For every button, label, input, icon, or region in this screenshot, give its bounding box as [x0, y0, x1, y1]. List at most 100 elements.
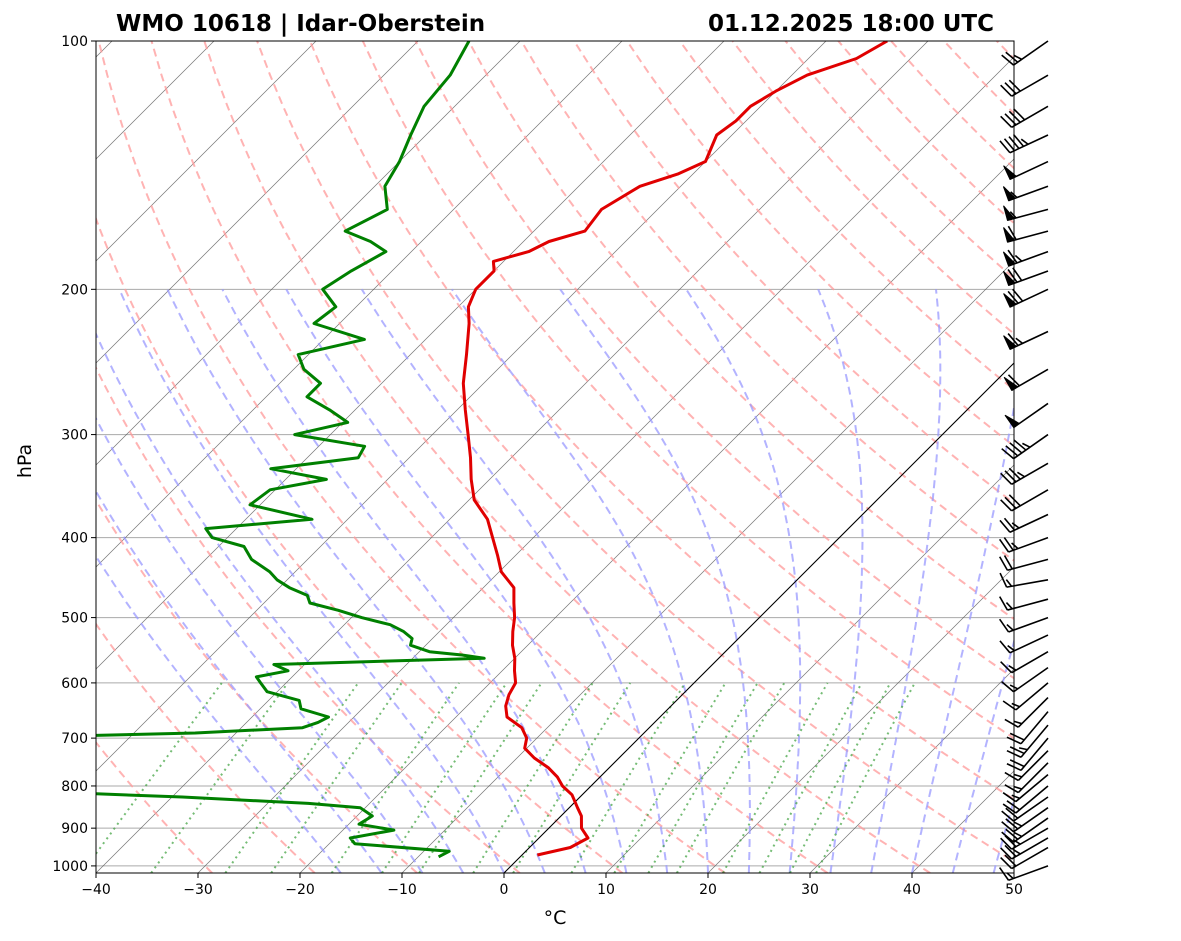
wind-barb-feather [1008, 665, 1017, 671]
wind-barb [1000, 489, 1049, 512]
isotherm-line [605, 464, 1014, 873]
wind-barb-staff [1015, 773, 1049, 803]
wind-barb-pennant [1003, 227, 1016, 243]
x-tick-label: 40 [903, 882, 921, 898]
wind-barb-staff [1009, 513, 1049, 533]
wind-barb-feather [1003, 517, 1016, 531]
wind-barb-feather [1000, 84, 1013, 97]
wind-barb [1002, 785, 1049, 814]
isotherm-line [299, 158, 1014, 873]
wind-barb-feather [1012, 133, 1025, 147]
dry-adiabat-line [203, 41, 931, 873]
dry-adiabat-lines [96, 41, 1014, 873]
wind-barb [1004, 696, 1049, 728]
wind-barb-staff [1011, 651, 1049, 674]
wind-barb-feather [1004, 470, 1017, 483]
x-tick-label: 50 [1005, 882, 1023, 898]
wind-barb-feather [1008, 467, 1021, 480]
wind-barb-pennant [1003, 293, 1018, 308]
wind-barb [1001, 817, 1049, 843]
dry-adiabat-line [626, 41, 1014, 448]
wind-barb-feather [1003, 537, 1014, 551]
isotherm-line [96, 41, 419, 364]
wind-barb-feather [1005, 818, 1019, 830]
wind-barb-feather [1013, 785, 1023, 790]
wind-barb-pennant [1003, 165, 1018, 180]
wind-barb-feather [1008, 494, 1021, 507]
y-tick-label: 1000 [52, 859, 88, 875]
wind-barb-pennant [1003, 205, 1016, 221]
wind-barb-feather [1015, 337, 1024, 344]
isotherm-line [401, 260, 1014, 873]
wind-barb-staff [1020, 737, 1049, 771]
wind-barb-staff [1013, 817, 1049, 843]
wind-barb-feather [1001, 681, 1015, 693]
moist-adiabat-line [96, 489, 383, 873]
wind-barb [1003, 368, 1049, 391]
wind-barb-staff [1011, 837, 1049, 860]
mixing-ratio-line [570, 682, 686, 873]
wind-barb-staff [1013, 796, 1049, 822]
wind-barb-feather [1003, 138, 1016, 152]
dry-adiabat-line [96, 740, 213, 873]
wind-barb-feather [1012, 848, 1021, 855]
y-tick-label: 400 [61, 531, 88, 547]
dry-adiabat-line [256, 41, 1014, 863]
wind-barb-feather [1000, 661, 1013, 674]
mixing-ratio-lines [96, 682, 916, 873]
wind-barb [998, 865, 1049, 882]
wind-barb [1002, 682, 1049, 711]
wind-barb-feather [998, 618, 1010, 633]
wind-barb [998, 596, 1049, 611]
mixing-ratio-line [330, 682, 460, 873]
wind-barb-staff [1015, 785, 1049, 814]
x-tick-label: 10 [597, 882, 615, 898]
wind-barb [1004, 750, 1049, 782]
chart-title-datetime: 01.12.2025 18:00 UTC [708, 11, 994, 37]
wind-barb-feather [1008, 79, 1021, 92]
wind-barb-feather [1013, 720, 1023, 725]
wind-barb [1001, 796, 1049, 822]
x-tick-label: −40 [81, 882, 111, 898]
dry-adiabat-line [97, 41, 726, 873]
moist-adiabat-line [285, 288, 628, 873]
wind-barb [1002, 773, 1049, 803]
wind-barb-feather [1002, 700, 1017, 711]
y-tick-label: 900 [61, 821, 88, 837]
wind-barb [1002, 267, 1049, 287]
x-tick-label: −30 [183, 882, 213, 898]
wind-barb [999, 572, 1049, 588]
wind-barb-feather [1003, 555, 1013, 570]
wind-barb-feather [1005, 602, 1013, 610]
y-tick-label: 300 [61, 428, 88, 444]
temperature-profile-line [461, 41, 888, 857]
mixing-ratio-line [613, 682, 727, 873]
wind-barb-feather [1011, 794, 1020, 800]
moist-adiabat-line [360, 288, 669, 873]
wind-barb [998, 555, 1049, 572]
moist-adiabat-line [451, 288, 709, 873]
wind-barb-staff [1017, 696, 1049, 728]
wind-barb-staff [1011, 489, 1049, 512]
wind-barb-feather [1005, 51, 1019, 63]
wind-barb-feather [1005, 579, 1013, 587]
wind-barb-feather [1009, 684, 1019, 690]
isotherm-line [96, 41, 521, 466]
wind-barb-staff [1008, 616, 1049, 633]
wind-barb-feather [1011, 542, 1019, 550]
wind-barb-pennant [1002, 270, 1017, 286]
y-tick-label: 700 [61, 731, 88, 747]
wind-barb-feather [1006, 736, 1022, 745]
wind-barb [1003, 205, 1049, 222]
wind-barb-feather [1007, 225, 1017, 241]
mixing-ratio-line [270, 682, 403, 873]
wind-barb-feather [1014, 254, 1023, 262]
wind-barb [1002, 249, 1049, 267]
wind-barb [1003, 330, 1049, 350]
wind-barb-feather [1000, 472, 1013, 485]
mixing-ratio-line [472, 682, 594, 873]
wind-barb [1006, 711, 1049, 745]
wind-barb-feather [1007, 644, 1015, 652]
plot-frame [95, 40, 1015, 874]
wind-barb-pennant [1003, 335, 1018, 350]
